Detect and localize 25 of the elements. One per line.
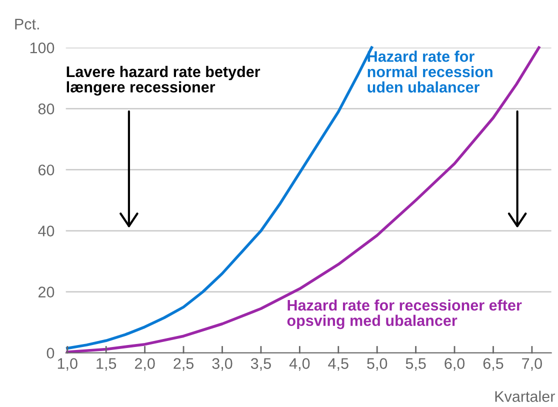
x-axis-title: Kvartaler <box>495 390 555 402</box>
x-tick-label: 2,5 <box>174 358 194 371</box>
x-tick-label: 4,0 <box>289 358 310 371</box>
x-tick-label: 5,5 <box>406 358 426 371</box>
y-tick-label: 0 <box>46 348 54 359</box>
x-tick-label: 6,0 <box>444 358 465 371</box>
y-tick-label: 80 <box>38 104 54 114</box>
x-tick-label: 1,5 <box>96 358 116 371</box>
line-series <box>66 46 540 354</box>
annotation: Lavere hazard rate betyder længere recessioner <box>66 66 260 96</box>
x-tick-label: 3,5 <box>250 358 271 371</box>
y-tick-label: 40 <box>38 226 54 236</box>
y-tick-label: 20 <box>38 286 54 298</box>
series-label: Hazard rate for normal recession uden ubalancer <box>368 50 492 93</box>
x-tick-label: 5,0 <box>367 358 388 371</box>
x-tick-label: 2,0 <box>134 358 155 371</box>
y-axis-title: Pct. <box>15 18 39 30</box>
x-tick-label: 1,0 <box>58 358 78 371</box>
x-tick-label: 7,0 <box>522 358 542 371</box>
x-tick-label: 3,0 <box>212 358 232 371</box>
x-tick-label: 4,5 <box>328 358 348 371</box>
y-tick-label: 100 <box>30 42 54 54</box>
series-label: Hazard rate for recessioner efter opsving med ubalancer <box>287 299 522 330</box>
y-tick-label: 60 <box>38 164 54 176</box>
x-tick-label: 6,5 <box>483 358 504 371</box>
